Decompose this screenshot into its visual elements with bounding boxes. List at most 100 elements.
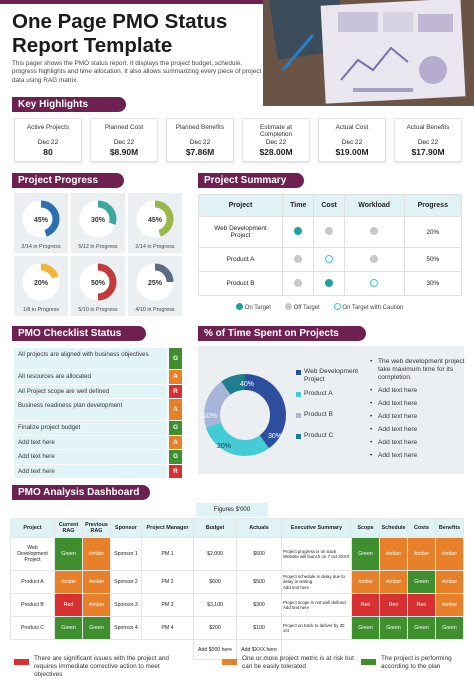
highlight-label: Planned Benefits <box>175 124 225 131</box>
status-dot-off <box>370 227 379 235</box>
highlight-date: Dec 22 <box>189 139 211 146</box>
dashboard-actuals: $300 <box>236 593 282 617</box>
dashboard-actuals: $600 <box>236 537 282 571</box>
checklist-item: All projects are aligned with business o… <box>14 348 182 370</box>
progress-label: 5/10 in Progress <box>78 307 118 313</box>
bullet-icon: • <box>370 413 373 420</box>
summary-time <box>281 271 315 296</box>
checklist-item: Business readiness plan development A <box>14 399 182 421</box>
dashboard-scope: Green <box>351 616 380 640</box>
legend-caution: On Target with Caution <box>333 303 403 311</box>
highlight-label: Actual Benefits <box>406 124 450 131</box>
legend-label: Product C <box>304 432 334 439</box>
dashboard-project: Web Development Project <box>10 537 55 571</box>
highlight-date: Dec 22 <box>417 139 439 146</box>
dashboard-header: Benefits <box>435 518 464 538</box>
legend-swatch <box>296 392 301 397</box>
time-spent-donut: 40% 30% 20% 10% <box>203 374 286 456</box>
progress-percent: 30% <box>91 217 106 224</box>
bullet-icon: • <box>370 452 373 459</box>
donut-legend-item: Product A <box>296 390 366 398</box>
progress-label: 5/12 in Progress <box>78 244 118 250</box>
checklist-item: Finalize project budget G <box>14 421 182 436</box>
dashboard-summary: Project scope is not well defined Add tex… <box>281 593 352 617</box>
dashboard-costs: Amber <box>407 537 436 571</box>
progress-card: 45% 2/14 in Progress <box>14 193 68 253</box>
progress-ring-fill <box>79 263 117 301</box>
project-summary-table: Project Time Cost Workload Progress Web Deve… <box>198 194 463 296</box>
summary-row: Product A 50% <box>198 247 463 272</box>
checklist-text: All projects are aligned with business o… <box>14 348 167 370</box>
figures-label: Figures $'000 <box>196 503 268 517</box>
summary-cost <box>313 271 345 296</box>
checklist-rag-badge: R <box>169 464 182 479</box>
dashboard-header: Previous RAG <box>82 518 111 538</box>
summary-project: Product B <box>198 271 283 296</box>
checklist-item: Add text here A <box>14 435 182 450</box>
dashboard-previous-rag: Amber <box>82 537 111 571</box>
status-dot-off <box>370 254 379 263</box>
dashboard-current-rag: Red <box>54 593 83 617</box>
dashboard-budget: $3,100 <box>193 593 238 617</box>
dashboard-budget: $200 <box>193 616 238 640</box>
checklist-item: Add text here G <box>14 450 182 465</box>
checklist-text: Add text here <box>14 464 167 479</box>
summary-header: Project <box>198 194 283 217</box>
dashboard-schedule: Green <box>379 616 408 640</box>
progress-ring: 20% <box>22 263 60 301</box>
dashboard-pm: PM 4 <box>140 616 195 640</box>
dashboard-header: Schedule <box>379 518 408 538</box>
dashboard-benefits: Amber <box>435 593 464 617</box>
highlight-value: $19.00M <box>335 147 369 157</box>
bullet-icon: • <box>370 358 373 365</box>
progress-ring-fill <box>22 263 60 301</box>
legend-swatch <box>296 434 301 439</box>
dashboard-sponsor: Sponsor 3 <box>110 593 142 617</box>
summary-project: Product A <box>198 247 283 272</box>
summary-workload <box>343 216 405 248</box>
status-dot-on <box>325 278 334 287</box>
progress-card: 45% 2/14 in Progress <box>128 193 182 253</box>
summary-header: Time <box>281 194 315 217</box>
time-note-text: Add text here <box>378 413 418 420</box>
dashboard-sponsor: Sponsor 2 <box>110 570 142 594</box>
checklist-text: All Project scope are well defined <box>14 384 167 399</box>
time-note-text: The web development project take maximum… <box>378 358 465 381</box>
dashboard-pm: PM 2 <box>140 570 195 594</box>
dashboard-total-actuals: Add $XXX here <box>236 639 282 660</box>
checklist-rag-badge: A <box>169 399 182 421</box>
donut-legend-item: Web Development Project <box>296 368 366 384</box>
time-note-text: Add text here <box>378 452 418 459</box>
progress-card: 50% 5/10 in Progress <box>71 256 125 316</box>
summary-time <box>281 247 315 272</box>
dashboard-pm: PM 3 <box>140 593 195 617</box>
time-note: • Add text here <box>370 400 470 408</box>
progress-ring: 30% <box>79 200 117 238</box>
donut-label: 10% <box>203 413 217 420</box>
section-analysis-dashboard: PMO Analysis Dashboard <box>12 485 150 500</box>
dashboard-benefits: Amber <box>435 570 464 594</box>
summary-header: Workload <box>343 194 405 217</box>
checklist-text: Add text here <box>14 435 167 450</box>
checklist-item: Add text here R <box>14 464 182 479</box>
page-title: One Page PMO Status Report Template <box>12 10 228 57</box>
highlight-label: Estimate at Completion <box>259 124 293 138</box>
highlight-value: $28.00M <box>259 147 293 157</box>
highlight-card: Estimate at Completion Dec 22 $28.00M <box>242 118 310 162</box>
highlight-value: $8.90M <box>109 147 139 157</box>
dashboard-project: Product C <box>10 616 55 640</box>
status-dot-caution <box>370 278 379 287</box>
summary-bullet: Add text here <box>283 584 310 590</box>
dashboard-project: Product B <box>10 593 55 617</box>
time-note: • Add text here <box>370 439 470 447</box>
time-note: • Add text here <box>370 413 470 421</box>
summary-workload <box>343 271 405 296</box>
dashboard-scope: Red <box>351 593 380 617</box>
pmo-checklist: All projects are aligned with business o… <box>14 348 182 479</box>
section-project-summary: Project Summary <box>198 173 304 188</box>
dashboard-benefits: Amber <box>435 537 464 571</box>
progress-ring: 45% <box>22 200 60 238</box>
legend-swatch <box>296 370 301 375</box>
dashboard-budget: $2,000 <box>193 537 238 571</box>
progress-label: 1/8 in Progress <box>22 307 60 313</box>
